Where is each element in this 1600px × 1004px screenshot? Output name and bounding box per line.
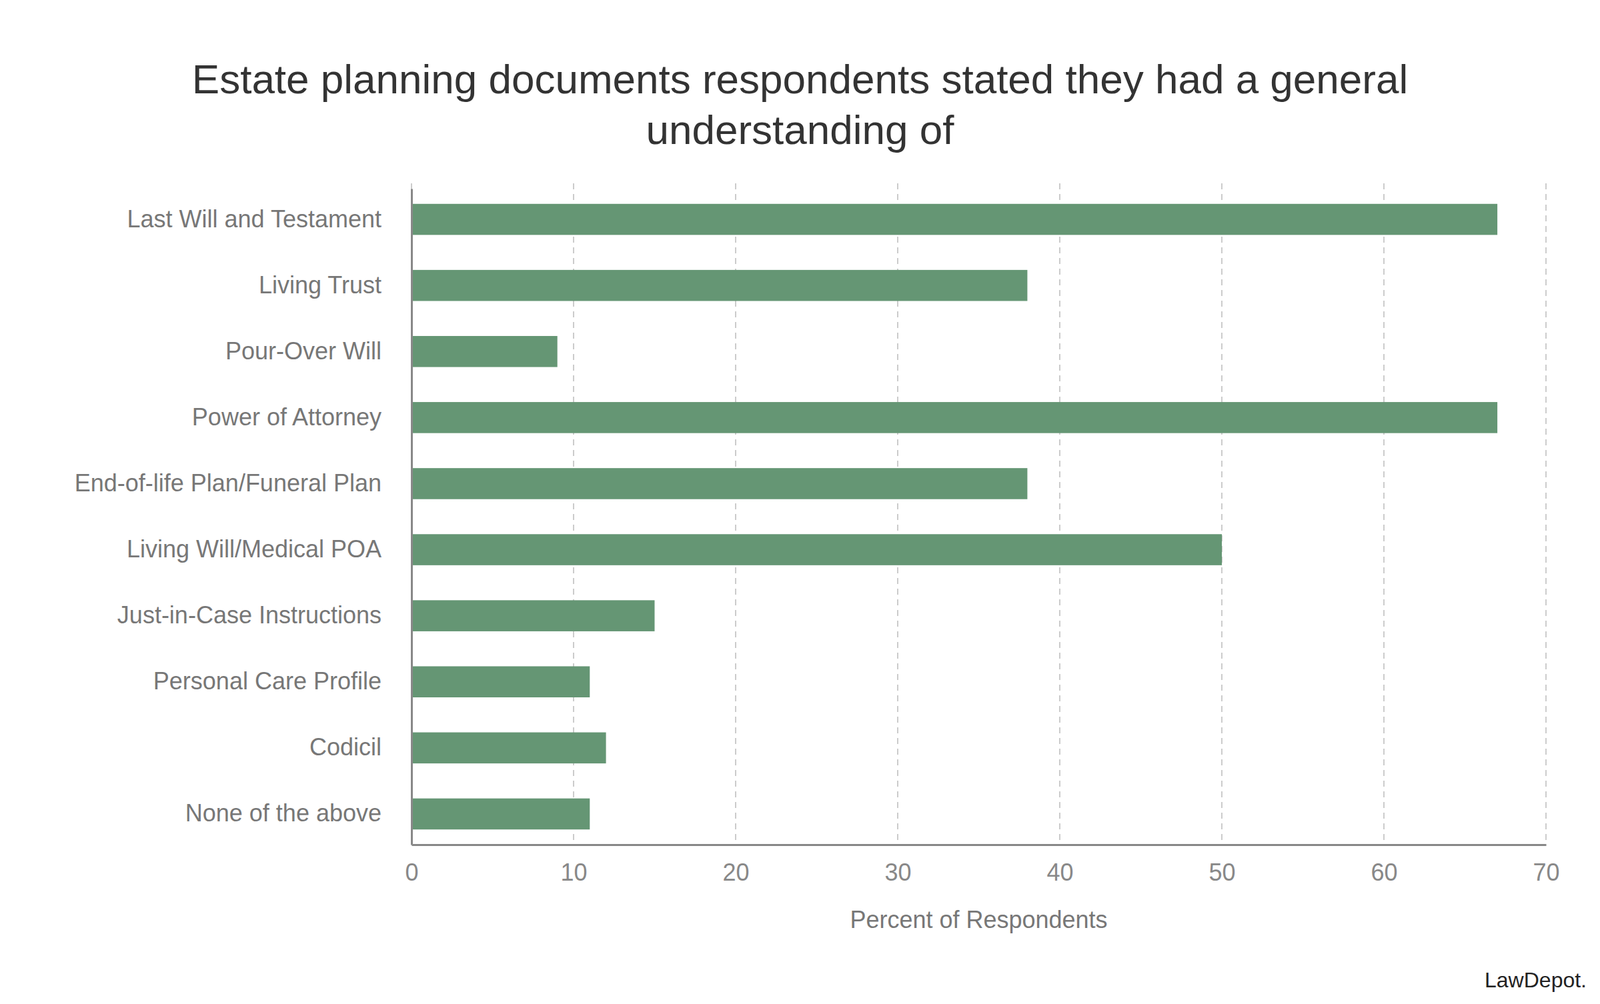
y-tick: Living Will/Medical POA — [126, 535, 382, 563]
source: LawDepot. — [1484, 968, 1587, 993]
x-tick: 50 — [1208, 859, 1236, 887]
x-tick-label: 0 — [404, 859, 419, 887]
x-tick: 40 — [1046, 859, 1074, 887]
y-tick: Power of Attorney — [192, 403, 382, 431]
bar — [411, 798, 590, 831]
y-tick: Pour-Over Will — [225, 337, 382, 365]
x-tick: 30 — [884, 859, 912, 887]
bar — [411, 336, 558, 368]
y-tick-label: None of the above — [185, 799, 382, 828]
y-tick-label: Personal Care Profile — [153, 667, 382, 695]
y-tick-label: Living Will/Medical POA — [126, 535, 382, 563]
x-axis-title: Percent of Respondents — [849, 906, 1108, 934]
x-axis-line — [412, 844, 1547, 847]
grid-line — [1059, 183, 1061, 846]
y-tick: Codicil — [309, 733, 382, 761]
bar — [411, 270, 1028, 302]
title-line: Estate planning documents respondents st… — [192, 56, 1408, 103]
grid-line — [1221, 183, 1223, 846]
bar — [411, 402, 1498, 434]
bar — [411, 732, 607, 765]
bars — [411, 204, 1498, 830]
x-tick-label: 50 — [1208, 859, 1236, 887]
grid-line — [1545, 183, 1547, 846]
title: Estate planning documents respondents st… — [192, 56, 1408, 153]
x-tick-label: 40 — [1046, 859, 1074, 887]
x-tick-label: 70 — [1532, 859, 1560, 887]
x-tick: 10 — [560, 859, 587, 887]
y-tick-label: Codicil — [309, 733, 382, 761]
grid-line — [1383, 183, 1385, 846]
y-tick: Personal Care Profile — [153, 667, 382, 695]
y-tick-label: Last Will and Testament — [126, 205, 382, 233]
grid-line — [410, 183, 413, 846]
y-tick: Last Will and Testament — [126, 205, 382, 233]
y-tick-label: Pour-Over Will — [225, 337, 382, 365]
y-axis-line — [410, 189, 413, 846]
y-tick: Living Trust — [258, 271, 382, 299]
x-axis: 0 10 20 30 40 50 60 70 — [404, 845, 1560, 887]
x-tick: 70 — [1532, 859, 1560, 887]
y-tick: End-of-life Plan/Funeral Plan — [74, 469, 382, 497]
y-tick-label: Just-in-Case Instructions — [117, 601, 382, 629]
bar — [411, 468, 1028, 500]
x-tick-label: 30 — [884, 859, 912, 887]
y-tick-label: End-of-life Plan/Funeral Plan — [74, 469, 382, 497]
y-tick: Just-in-Case Instructions — [117, 601, 382, 629]
y-tick-label: Living Trust — [258, 271, 382, 299]
bar — [411, 204, 1498, 236]
title-line: understanding of — [646, 106, 956, 153]
bar — [411, 666, 590, 698]
x-tick: 20 — [722, 859, 749, 887]
y-axis: Last Will and Testament Living Trust Pour-… — [74, 189, 413, 846]
plot: 0 10 20 30 40 50 60 70 Last Will and Testament Li… — [74, 183, 1560, 887]
x-tick: 0 — [404, 859, 419, 887]
y-tick-label: Power of Attorney — [192, 403, 382, 431]
x-tick-label: 20 — [722, 859, 749, 887]
x-tick-label: 60 — [1370, 859, 1398, 887]
x-tick-label: 10 — [560, 859, 587, 887]
x-tick: 60 — [1370, 859, 1398, 887]
chart: Estate planning documents respondents st… — [0, 0, 1600, 1004]
bar — [411, 600, 655, 632]
y-tick: None of the above — [185, 799, 382, 828]
grid — [411, 183, 1546, 846]
bar — [411, 534, 1222, 566]
